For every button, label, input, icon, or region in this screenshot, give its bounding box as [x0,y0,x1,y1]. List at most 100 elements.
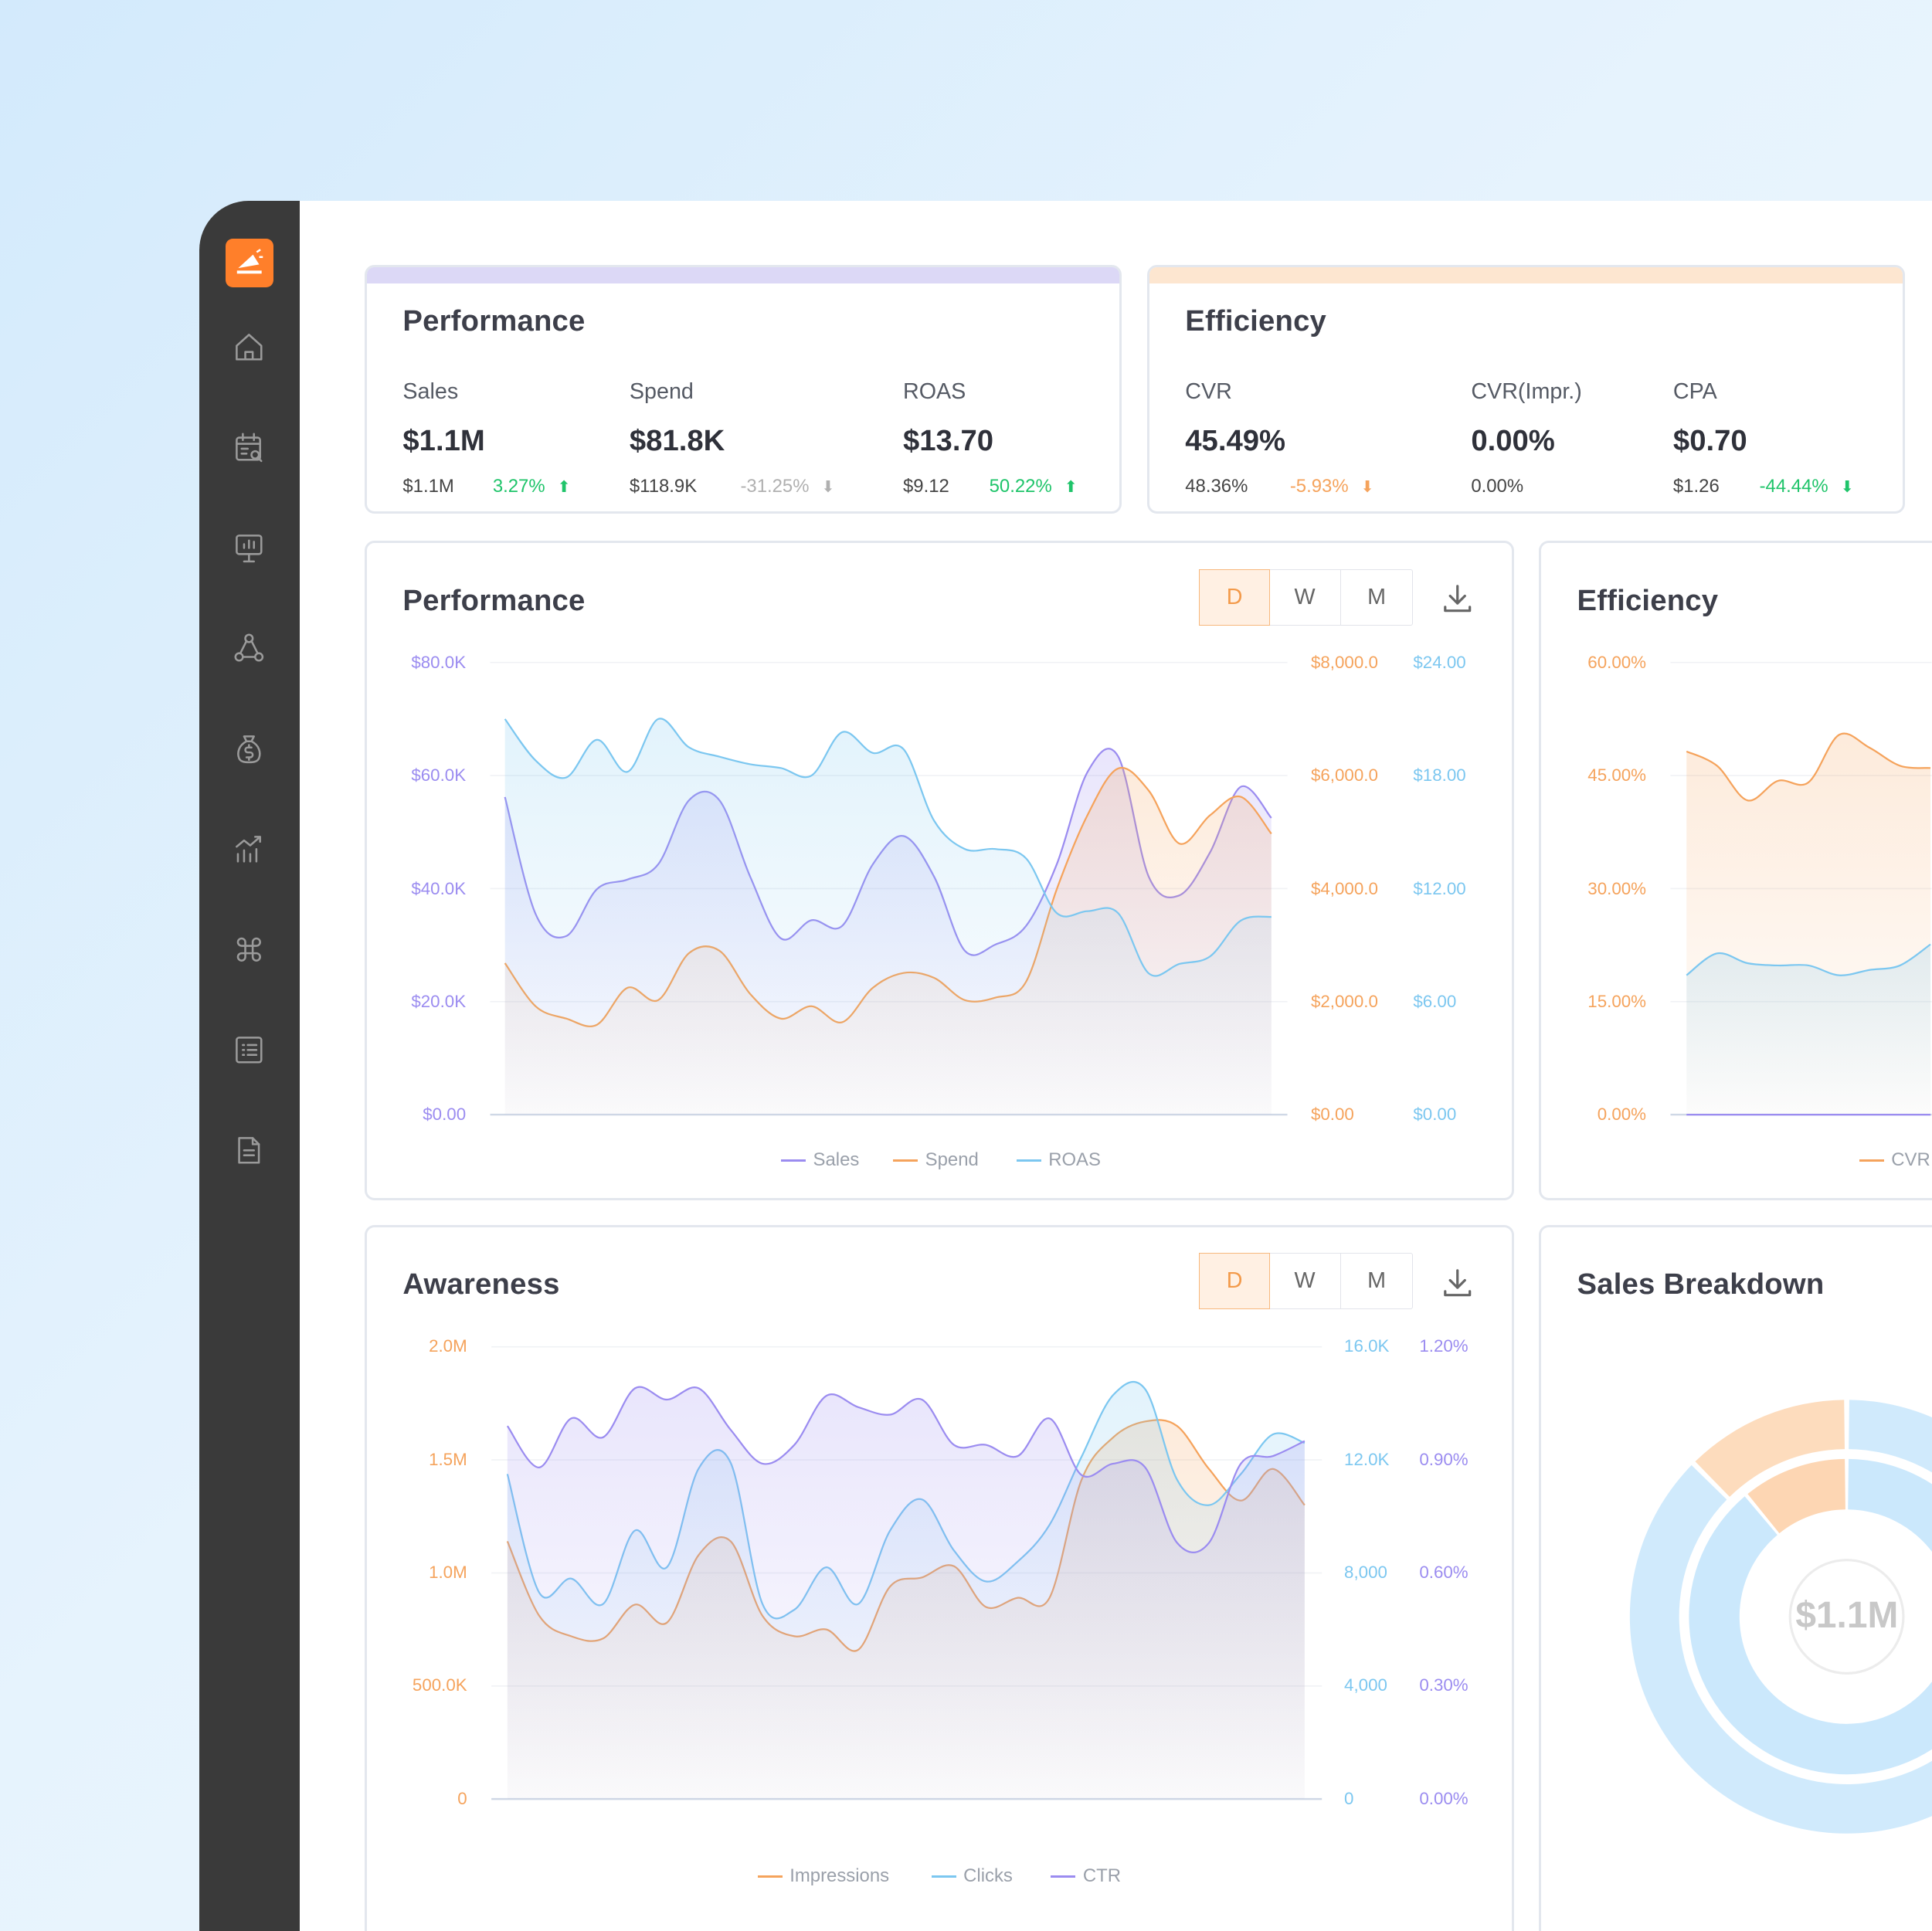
sidebar-item-money-bag[interactable] [229,729,269,769]
metric-label: Spend [629,379,694,405]
delta-value: 3.27% [492,475,545,497]
axis-tick-label: $0.00 [1310,1105,1354,1125]
series-area-roas [504,718,1272,1115]
toggle-day[interactable]: D [1198,1253,1271,1310]
card-accent-bar [367,266,1119,283]
granularity-toggle: D W M [1198,1253,1414,1310]
legend-item-spend[interactable]: Spend [893,1149,979,1171]
efficiency-chart-card: Efficiency 60.00% 45.00% 30.00% 15.00% 0.00%… [1539,541,1932,1200]
axis-tick-label: 0 [1344,1788,1354,1808]
legend-item-cvr[interactable]: CVR [1859,1149,1930,1171]
axis-tick-label: 12.0K [1344,1449,1390,1469]
sidebar [199,201,300,1931]
metric-delta: -5.93% ⬇ [1290,476,1374,497]
delta-value: -31.25% [740,475,810,497]
series-line-roas[interactable] [504,718,1272,977]
axis-tick-label: 1.0M [429,1562,467,1582]
sidebar-item-document[interactable] [229,1131,269,1170]
download-icon[interactable] [1441,582,1473,614]
axis-tick-label: $24.00 [1413,652,1466,672]
metric-delta: -44.44% ⬇ [1760,476,1854,497]
delta-value: -5.93% [1289,475,1349,497]
legend-item-clicks[interactable]: Clicks [931,1865,1013,1887]
axis-tick-label: 0.90% [1419,1449,1469,1469]
donut-center [1788,1558,1905,1675]
delta-value: -44.44% [1759,475,1828,497]
toggle-week[interactable]: W [1269,569,1341,626]
sidebar-item-growth-chart[interactable] [229,830,269,869]
granularity-toggle: D W M [1198,568,1414,626]
chart-plot [1670,662,1932,1116]
axis-tick-label: $8,000.0 [1310,652,1378,672]
toggle-day[interactable]: D [1198,568,1271,626]
donut-segment[interactable] [1747,1458,1846,1533]
performance-chart-card: Performance D W M $80.0K $60.0K $40.0K $20.… [365,541,1515,1200]
axis-tick-label: 500.0K [412,1675,467,1695]
metric-previous: $1.1M [402,475,454,497]
legend-label: CTR [1082,1865,1121,1887]
metric-previous: 0.00% [1471,475,1524,497]
metric-previous: $9.12 [902,475,949,497]
axis-tick-label: 2.0M [429,1336,467,1356]
donut-center-label: $1.1M [1795,1594,1899,1636]
metric-value: $81.8K [629,423,725,457]
legend-item-impressions[interactable]: Impressions [757,1865,889,1887]
metric-value: 0.00% [1471,423,1555,457]
metric-value: 45.49% [1185,423,1286,457]
card-title: Efficiency [1577,583,1719,617]
list-icon [235,1037,263,1064]
legend-label: ROAS [1048,1149,1101,1171]
document-icon [238,1137,260,1165]
legend-label: Spend [925,1149,979,1171]
sidebar-item-presentation-chart[interactable] [229,528,269,568]
series-line-ctr[interactable] [507,1386,1306,1553]
metric-value: $1.1M [402,423,485,457]
metric-label: CPA [1672,379,1717,405]
axis-tick-label: 0.60% [1419,1562,1469,1582]
legend-swatch [1051,1875,1076,1878]
axis-tick-label: $12.00 [1413,878,1466,898]
sidebar-item-command[interactable] [229,930,269,969]
sidebar-item-network[interactable] [229,629,269,668]
app-window: Performance Sales $1.1M $1.1M 3.27% ⬆ Spend $8… [199,201,1932,1931]
sales-breakdown-card: Sales Breakdown $1.1M [1539,1224,1932,1931]
toggle-month[interactable]: M [1367,1268,1387,1294]
axis-tick-label: 0.00% [1419,1788,1469,1808]
axis-tick-label: $2,000.0 [1310,992,1378,1011]
donut-segment[interactable] [1689,1458,1932,1774]
network-icon [234,633,264,663]
legend-swatch [893,1159,918,1162]
legend-item-ctr[interactable]: CTR [1051,1865,1121,1887]
app-logo[interactable] [225,239,274,287]
metric-delta: 50.22% ⬆ [990,476,1078,497]
legend-swatch [1016,1159,1041,1162]
awareness-chart-card: Awareness D W M 2.0M 1.5M 1.0M 500.0K 0 16.0K… [365,1224,1515,1931]
donut-segment[interactable] [1630,1399,1932,1834]
chart-plot [490,662,1288,1116]
download-icon[interactable] [1441,1267,1473,1298]
metric-previous: 48.36% [1185,475,1248,497]
series-line-cvr[interactable] [1686,732,1931,802]
axis-tick-label: 45.00% [1587,765,1647,786]
legend-item-roas[interactable]: ROAS [1016,1149,1101,1171]
metric-delta: -31.25% ⬇ [740,476,834,497]
metric-delta: 3.27% ⬆ [493,476,571,497]
toggle-week[interactable]: W [1269,1254,1341,1309]
axis-tick-label: 8,000 [1344,1562,1387,1582]
chart-plot [491,1346,1323,1800]
series-line-series1[interactable] [1686,943,1931,977]
axis-tick-label: $20.0K [411,992,467,1011]
legend-label: Clicks [963,1865,1013,1887]
sidebar-item-home[interactable] [229,327,269,367]
card-title: Sales Breakdown [1577,1268,1825,1301]
metric-previous: $1.26 [1672,475,1720,497]
donut-segment[interactable] [1695,1399,1845,1497]
legend-item-sales[interactable]: Sales [781,1149,859,1171]
series-area-ctr [507,1386,1305,1799]
toggle-month[interactable]: M [1367,584,1387,609]
legend-swatch [781,1159,806,1162]
axis-tick-label: 30.00% [1587,878,1647,898]
arrow-down-icon: ⬇ [821,477,835,496]
sidebar-item-list[interactable] [229,1030,269,1070]
sidebar-item-calendar-search[interactable] [229,428,269,467]
